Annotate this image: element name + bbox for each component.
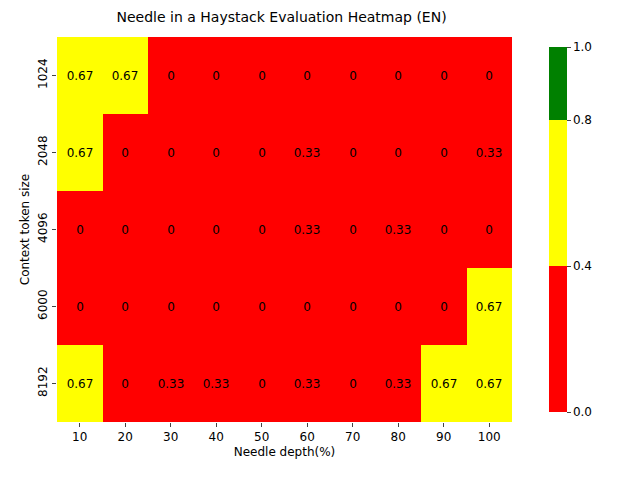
svg-text:40: 40 bbox=[209, 430, 224, 444]
svg-text:0: 0 bbox=[349, 146, 357, 160]
svg-text:0: 0 bbox=[485, 223, 493, 237]
svg-text:70: 70 bbox=[345, 430, 360, 444]
svg-text:0: 0 bbox=[167, 69, 175, 83]
svg-text:0: 0 bbox=[76, 223, 84, 237]
svg-text:0.67: 0.67 bbox=[67, 69, 94, 83]
svg-text:1024: 1024 bbox=[36, 58, 50, 89]
svg-text:0: 0 bbox=[258, 377, 266, 391]
svg-text:0: 0 bbox=[121, 146, 129, 160]
svg-text:0.67: 0.67 bbox=[67, 377, 94, 391]
svg-text:0: 0 bbox=[440, 300, 448, 314]
svg-text:0: 0 bbox=[485, 69, 493, 83]
svg-text:0: 0 bbox=[258, 69, 266, 83]
svg-text:0.33: 0.33 bbox=[294, 146, 321, 160]
svg-text:0: 0 bbox=[349, 300, 357, 314]
svg-text:Needle depth(%): Needle depth(%) bbox=[234, 445, 336, 459]
svg-text:100: 100 bbox=[478, 430, 501, 444]
svg-text:0: 0 bbox=[258, 146, 266, 160]
svg-text:0: 0 bbox=[440, 146, 448, 160]
svg-text:0: 0 bbox=[394, 69, 402, 83]
svg-text:50: 50 bbox=[254, 430, 269, 444]
svg-text:Needle in a Haystack Evaluatio: Needle in a Haystack Evaluation Heatmap … bbox=[117, 9, 447, 25]
svg-text:0: 0 bbox=[121, 300, 129, 314]
svg-text:0: 0 bbox=[258, 223, 266, 237]
svg-text:2048: 2048 bbox=[36, 135, 50, 166]
svg-text:0: 0 bbox=[303, 69, 311, 83]
svg-text:0.67: 0.67 bbox=[112, 69, 139, 83]
svg-text:0: 0 bbox=[167, 300, 175, 314]
svg-text:0: 0 bbox=[121, 223, 129, 237]
svg-text:30: 30 bbox=[163, 430, 178, 444]
svg-text:0: 0 bbox=[394, 146, 402, 160]
svg-text:0: 0 bbox=[258, 300, 266, 314]
svg-text:0: 0 bbox=[212, 69, 220, 83]
svg-text:0.67: 0.67 bbox=[476, 300, 503, 314]
svg-text:0: 0 bbox=[212, 223, 220, 237]
svg-text:0: 0 bbox=[167, 223, 175, 237]
svg-text:0.33: 0.33 bbox=[385, 377, 412, 391]
svg-text:0.33: 0.33 bbox=[158, 377, 185, 391]
svg-text:0.33: 0.33 bbox=[385, 223, 412, 237]
svg-text:0: 0 bbox=[349, 69, 357, 83]
svg-text:0: 0 bbox=[349, 223, 357, 237]
svg-text:0: 0 bbox=[440, 223, 448, 237]
svg-text:0.0: 0.0 bbox=[573, 405, 592, 419]
svg-text:90: 90 bbox=[436, 430, 451, 444]
svg-text:0: 0 bbox=[394, 300, 402, 314]
svg-text:6000: 6000 bbox=[36, 289, 50, 320]
svg-text:80: 80 bbox=[391, 430, 406, 444]
svg-text:10: 10 bbox=[72, 430, 87, 444]
svg-text:0.67: 0.67 bbox=[431, 377, 458, 391]
svg-text:0.33: 0.33 bbox=[203, 377, 230, 391]
svg-text:1.0: 1.0 bbox=[573, 40, 592, 54]
svg-text:60: 60 bbox=[300, 430, 315, 444]
svg-text:0: 0 bbox=[167, 146, 175, 160]
svg-text:0.67: 0.67 bbox=[476, 377, 503, 391]
svg-text:0: 0 bbox=[121, 377, 129, 391]
svg-text:0.33: 0.33 bbox=[294, 223, 321, 237]
svg-text:0: 0 bbox=[212, 300, 220, 314]
svg-text:4096: 4096 bbox=[36, 212, 50, 243]
svg-text:0: 0 bbox=[440, 69, 448, 83]
svg-text:0.67: 0.67 bbox=[67, 146, 94, 160]
svg-text:Context token size: Context token size bbox=[18, 174, 32, 285]
svg-text:0: 0 bbox=[212, 146, 220, 160]
svg-text:0: 0 bbox=[76, 300, 84, 314]
svg-text:0.33: 0.33 bbox=[294, 377, 321, 391]
svg-text:0.4: 0.4 bbox=[573, 259, 592, 273]
svg-text:0.8: 0.8 bbox=[573, 113, 592, 127]
svg-text:0: 0 bbox=[303, 300, 311, 314]
svg-text:0.33: 0.33 bbox=[476, 146, 503, 160]
svg-text:8192: 8192 bbox=[36, 366, 50, 397]
svg-text:20: 20 bbox=[118, 430, 133, 444]
svg-text:0: 0 bbox=[349, 377, 357, 391]
